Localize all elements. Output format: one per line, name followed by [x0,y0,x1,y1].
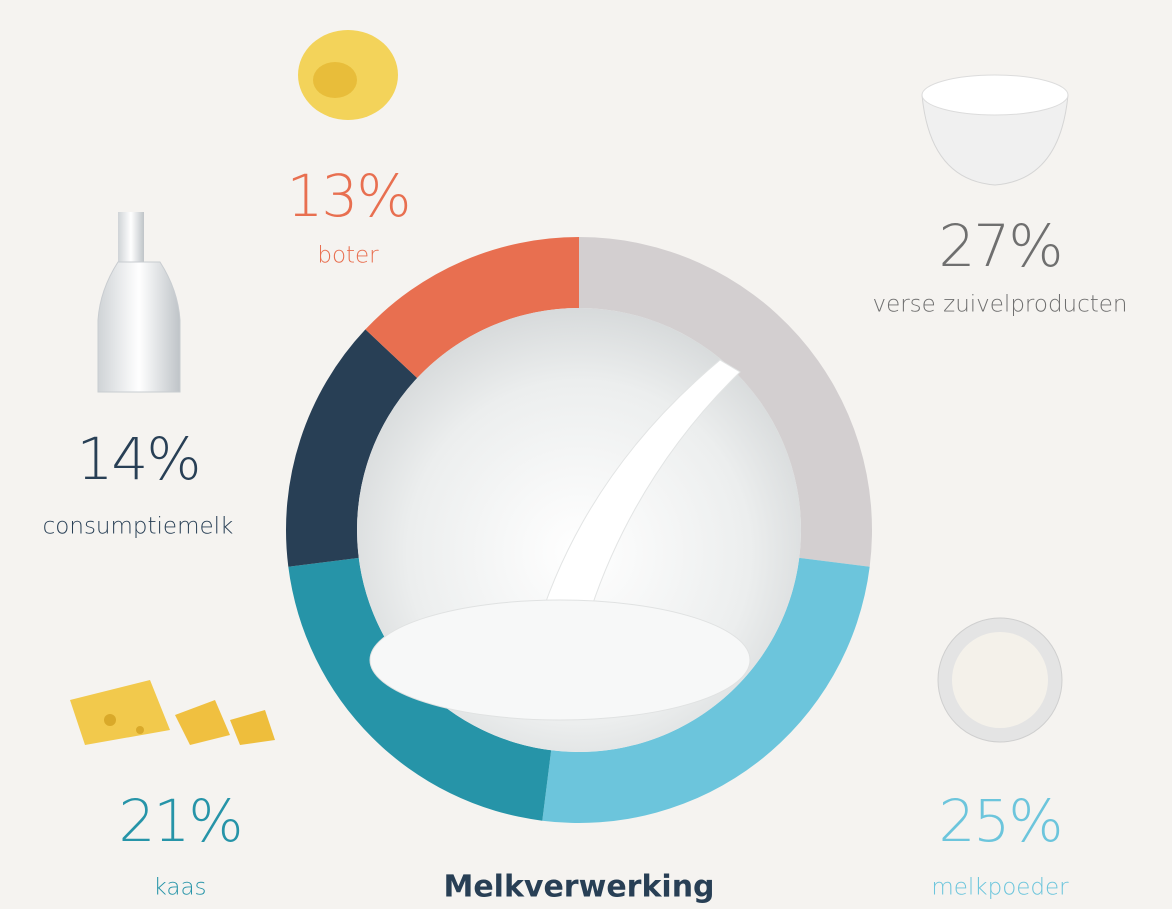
value-label: 27% [939,212,1062,280]
donut-slice [365,237,579,379]
category-label: verse zuivelproducten [872,292,1127,318]
value-label: 25% [939,787,1062,855]
donut-slice [285,329,418,567]
chart-title: Melkverwerking [443,870,714,905]
category-label: kaas [153,875,206,901]
donut-slice [579,237,873,567]
donut-slice [542,557,870,823]
cheese-image [70,680,275,745]
category-label: melkpoeder [931,875,1069,901]
bottle-image [97,212,181,393]
value-label: 21% [119,787,242,855]
category-label: consumptiemelk [43,514,234,540]
bowl-image [921,74,1069,186]
butter-image [298,30,398,120]
category-label: boter [317,243,379,269]
value-label: 13% [287,162,410,230]
milk-splash [369,599,751,721]
powder-image [937,617,1063,743]
value-label: 14% [77,425,200,493]
